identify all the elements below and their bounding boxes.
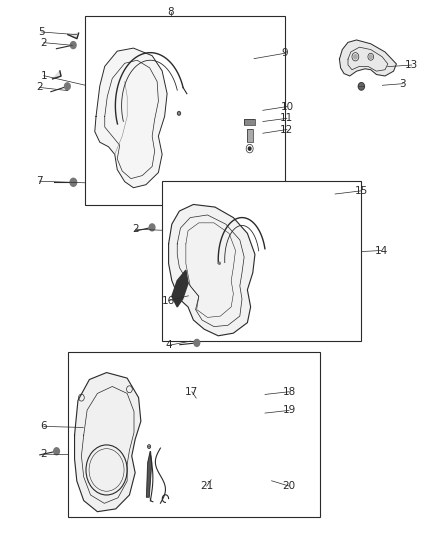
Circle shape	[177, 111, 180, 115]
Text: 17: 17	[185, 387, 198, 397]
Polygon shape	[74, 373, 141, 512]
Circle shape	[70, 178, 77, 187]
Bar	[85, 16, 285, 205]
Bar	[247, 129, 253, 142]
Polygon shape	[339, 40, 396, 76]
Polygon shape	[147, 451, 152, 497]
Polygon shape	[95, 48, 167, 188]
Circle shape	[71, 42, 76, 49]
Text: 10: 10	[280, 102, 293, 111]
Text: 20: 20	[283, 481, 296, 491]
Polygon shape	[172, 270, 188, 307]
Circle shape	[194, 340, 200, 346]
Circle shape	[354, 55, 357, 59]
Text: 2: 2	[132, 224, 139, 234]
Text: 5: 5	[38, 27, 45, 37]
Text: 19: 19	[283, 406, 296, 415]
Text: 11: 11	[280, 114, 293, 123]
Text: 16: 16	[162, 296, 175, 305]
Bar	[68, 352, 320, 517]
Text: 1: 1	[40, 71, 47, 80]
Text: 12: 12	[280, 125, 293, 134]
Polygon shape	[53, 71, 61, 79]
Circle shape	[54, 448, 60, 455]
Bar	[244, 119, 255, 125]
Circle shape	[369, 55, 372, 59]
Text: 9: 9	[281, 49, 288, 58]
Text: 4: 4	[165, 341, 172, 350]
Text: 2: 2	[40, 38, 47, 47]
Text: 6: 6	[40, 422, 47, 431]
Text: 13: 13	[405, 60, 418, 70]
Text: 8: 8	[167, 7, 174, 17]
Circle shape	[148, 446, 150, 447]
Circle shape	[219, 262, 220, 264]
Circle shape	[149, 224, 155, 231]
Text: 21: 21	[200, 481, 213, 491]
Text: 2: 2	[40, 449, 47, 459]
Bar	[162, 181, 361, 341]
Text: 14: 14	[374, 246, 388, 255]
Text: 15: 15	[355, 186, 368, 196]
Text: 3: 3	[399, 79, 406, 88]
Circle shape	[64, 83, 70, 90]
Polygon shape	[68, 33, 78, 39]
Bar	[247, 129, 253, 142]
Text: 7: 7	[36, 176, 43, 186]
Text: 18: 18	[283, 387, 296, 397]
Text: 2: 2	[36, 83, 43, 92]
Circle shape	[358, 83, 364, 90]
Circle shape	[248, 147, 251, 150]
Bar	[244, 119, 255, 125]
Polygon shape	[169, 205, 255, 336]
